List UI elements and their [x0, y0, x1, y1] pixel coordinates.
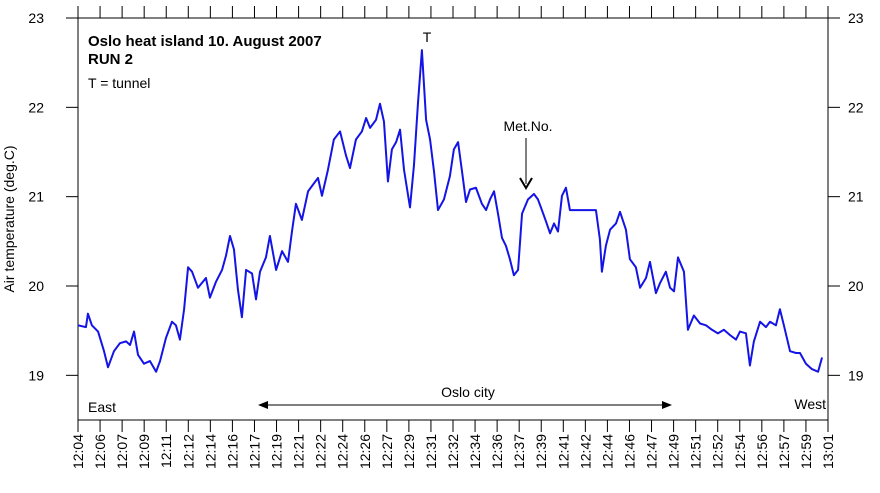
x-tick-label: 13:01 [820, 434, 836, 469]
x-tick-label: 12:49 [666, 434, 682, 469]
temperature-line [77, 49, 824, 373]
x-tick-label: 12:14 [202, 434, 218, 469]
annotation: Met.No. [503, 118, 552, 134]
x-tick-label: 12:09 [136, 434, 152, 469]
plot-frame [77, 17, 829, 421]
x-tick-label: 12:24 [335, 434, 351, 469]
annotation: T [423, 29, 432, 45]
y2-tick-label: 23 [848, 10, 864, 26]
y2-tick-label: 21 [848, 189, 864, 205]
x-tick-label: 12:06 [92, 434, 108, 469]
annotation: East [88, 399, 116, 415]
x-tick-label: 12:47 [644, 434, 660, 469]
x-tick-label: 12:41 [555, 434, 571, 469]
x-tick-label: 12:52 [710, 434, 726, 469]
y-tick-label: 23 [28, 10, 44, 26]
y-tick-label: 20 [28, 278, 44, 294]
x-tick-label: 12:11 [158, 434, 174, 468]
x-tick-label: 12:44 [599, 434, 615, 469]
y-tick-label: 19 [28, 367, 44, 383]
note: T = tunnel [88, 75, 150, 91]
arrow-head [519, 177, 533, 190]
x-tick-label: 12:34 [467, 434, 483, 469]
x-tick-label: 12:36 [489, 434, 505, 469]
x-tick-label: 12:56 [754, 434, 770, 469]
x-tick-label: 12:54 [732, 434, 748, 469]
x-tick-label: 12:37 [511, 434, 527, 469]
x-tick-label: 12:51 [688, 434, 704, 469]
y-axis-label: Air temperature (deg.C) [1, 145, 17, 292]
x-tick-label: 12:22 [313, 434, 329, 469]
annotation: Oslo city [441, 384, 495, 400]
x-tick-label: 12:17 [246, 434, 262, 469]
annotation: West [794, 396, 826, 412]
y-tick-label: 21 [28, 189, 44, 205]
x-tick-label: 12:46 [621, 434, 637, 469]
x-tick-label: 12:59 [798, 434, 814, 469]
chart-subtitle: RUN 2 [88, 51, 133, 68]
y2-tick-label: 22 [848, 99, 864, 115]
chart-title: Oslo heat island 10. August 2007 [88, 33, 322, 50]
x-tick-label: 12:21 [291, 434, 307, 469]
x-tick-label: 12:19 [269, 434, 285, 469]
x-tick-label: 12:07 [114, 434, 130, 469]
x-tick-label: 12:29 [401, 434, 417, 469]
y2-tick-label: 19 [848, 367, 864, 383]
y2-tick-label: 20 [848, 278, 864, 294]
x-tick-label: 12:31 [423, 434, 439, 469]
x-tick-label: 12:04 [70, 434, 86, 469]
x-tick-label: 12:27 [379, 434, 395, 469]
y-tick-label: 22 [28, 99, 44, 115]
x-tick-label: 12:16 [224, 434, 240, 469]
x-tick-label: 12:57 [776, 434, 792, 469]
x-tick-label: 12:42 [577, 434, 593, 469]
x-tick-label: 12:26 [357, 434, 373, 469]
x-tick-label: 12:39 [533, 434, 549, 469]
x-tick-label: 12:12 [180, 434, 196, 469]
x-tick-label: 12:32 [445, 434, 461, 469]
